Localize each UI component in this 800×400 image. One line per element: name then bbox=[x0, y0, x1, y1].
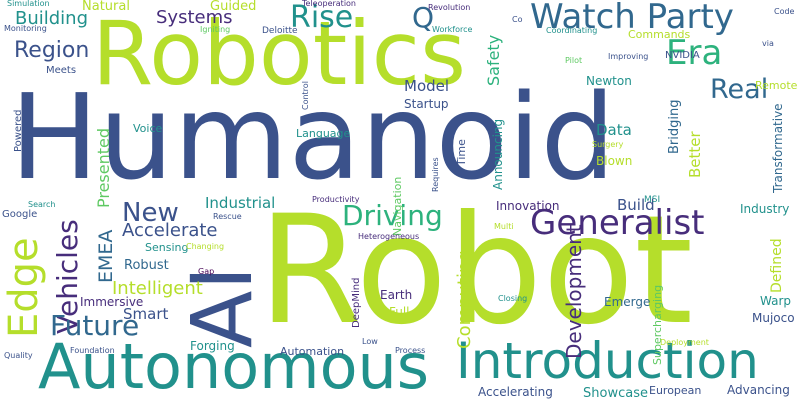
word-co: Co bbox=[512, 15, 523, 24]
word-earth: Earth bbox=[380, 288, 413, 302]
word-deployment: Deployment bbox=[660, 338, 709, 347]
word-driving: Driving bbox=[342, 199, 443, 232]
word-deepmind: DeepMind bbox=[351, 277, 362, 328]
word-control: Control bbox=[301, 81, 310, 110]
word-emerge: Emerge bbox=[604, 295, 651, 309]
word-teleoperation: Teleoperation bbox=[302, 0, 357, 8]
word-edge: Edge bbox=[1, 237, 47, 338]
word-robust: Robust bbox=[124, 258, 169, 273]
word-requires: Requires bbox=[431, 157, 440, 192]
word-bridging: Bridging bbox=[667, 99, 682, 154]
word-sensing: Sensing bbox=[145, 241, 189, 254]
word-closing: Closing bbox=[498, 294, 528, 303]
word-autonomous: Autonomous bbox=[38, 330, 430, 400]
word-foundation: Foundation bbox=[70, 346, 115, 355]
word-better: Better bbox=[686, 131, 704, 178]
word-commands: Commands bbox=[628, 28, 691, 41]
word-mujoco: Mujoco bbox=[752, 311, 795, 325]
word-startup: Startup bbox=[404, 97, 449, 111]
word-transformative: Transformative bbox=[771, 103, 785, 193]
word-rise: Rise bbox=[290, 0, 354, 35]
word-guided: Guided bbox=[210, 0, 257, 14]
word-era: Era bbox=[666, 33, 723, 73]
word-time: Time bbox=[455, 139, 468, 166]
word-warp: Warp bbox=[760, 294, 792, 308]
word-industrial: Industrial bbox=[205, 194, 276, 212]
word-emea: EMEA bbox=[95, 229, 117, 283]
word-improving: Improving bbox=[608, 52, 649, 61]
word-simulation: Simulation bbox=[7, 0, 50, 8]
word-watch-party: Watch Party bbox=[530, 0, 734, 37]
word-blown: Blown bbox=[596, 154, 633, 168]
word-via: via bbox=[762, 39, 774, 48]
word-msi: MSI bbox=[644, 195, 661, 205]
word-search: Search bbox=[28, 200, 56, 209]
word-defined: Defined bbox=[769, 238, 785, 293]
word-announcing: Announcing bbox=[491, 118, 505, 190]
word-natural: Natural bbox=[82, 0, 130, 14]
word-workforce: Workforce bbox=[432, 25, 473, 34]
word-igniting: Igniting bbox=[200, 25, 231, 34]
word-google: Google bbox=[2, 209, 38, 220]
word-meets: Meets bbox=[46, 65, 77, 76]
word-advancing: Advancing bbox=[727, 383, 790, 397]
word-forging: Forging bbox=[190, 339, 235, 353]
word-multi: Multi bbox=[494, 222, 514, 231]
word-productivity: Productivity bbox=[312, 195, 360, 204]
word-accelerating: Accelerating bbox=[478, 385, 553, 399]
word-smart: Smart bbox=[123, 305, 169, 323]
word-voice: Voice bbox=[133, 122, 163, 135]
word-introduction: Introduction bbox=[456, 332, 759, 390]
word-q: Q bbox=[412, 1, 435, 34]
word-pilot: Pilot bbox=[565, 56, 583, 65]
word-immersive: Immersive bbox=[80, 295, 144, 309]
word-model: Model bbox=[404, 77, 450, 95]
word-deloitte: Deloitte bbox=[262, 26, 298, 36]
word-real: Real bbox=[710, 74, 769, 105]
word-region: Region bbox=[14, 38, 90, 63]
word-surgery: Surgery bbox=[592, 140, 624, 149]
word-coordinating: Coordinating bbox=[546, 26, 598, 35]
word-heterogeneous: Heterogeneous bbox=[358, 232, 420, 241]
word-nvidia: NVIDIA bbox=[665, 50, 700, 61]
word-development: Development bbox=[562, 224, 586, 359]
word-robot: Robot bbox=[258, 184, 694, 358]
word-data: Data bbox=[596, 121, 632, 139]
word-remote: Remote bbox=[755, 79, 798, 92]
word-newton: Newton bbox=[586, 74, 632, 88]
word-monitoring: Monitoring bbox=[4, 24, 47, 33]
word-future: Future bbox=[50, 309, 140, 342]
word-systems: Systems bbox=[156, 7, 233, 28]
word-quality: Quality bbox=[4, 351, 33, 360]
word-accelerate: Accelerate bbox=[122, 220, 218, 241]
word-innovation: Innovation bbox=[496, 199, 560, 213]
word-revolution: Revolution bbox=[428, 3, 471, 12]
word-safety: Safety bbox=[484, 34, 503, 86]
word-computing: Computing bbox=[454, 250, 475, 349]
word-full: Full bbox=[389, 305, 410, 319]
word-humanoid: Humanoid bbox=[10, 68, 616, 206]
word-industry: Industry bbox=[740, 202, 790, 216]
word-low: Low bbox=[362, 337, 378, 346]
word-process: Process bbox=[395, 346, 426, 355]
word-showcase: Showcase bbox=[583, 386, 648, 400]
word-code: Code bbox=[774, 7, 795, 16]
word-automation: Automation bbox=[280, 345, 345, 358]
word-building: Building bbox=[15, 8, 89, 29]
word-gap: Gap bbox=[198, 267, 215, 276]
word-intelligent: Intelligent bbox=[112, 278, 203, 299]
word-generalist: Generalist bbox=[530, 203, 705, 243]
word-presented: Presented bbox=[94, 127, 113, 208]
word-navigation: Navigation bbox=[391, 176, 404, 236]
word-european: European bbox=[649, 384, 702, 397]
word-powered: Powered bbox=[13, 109, 24, 152]
word-build: Build bbox=[617, 196, 655, 214]
word-new: New bbox=[122, 198, 179, 228]
word-rescue: Rescue bbox=[213, 212, 242, 221]
word-robotics: Robotics bbox=[92, 2, 466, 105]
word-language: Language bbox=[296, 127, 351, 140]
word-changing: Changing bbox=[186, 242, 225, 251]
word-supercharging: Supercharging bbox=[651, 284, 664, 365]
